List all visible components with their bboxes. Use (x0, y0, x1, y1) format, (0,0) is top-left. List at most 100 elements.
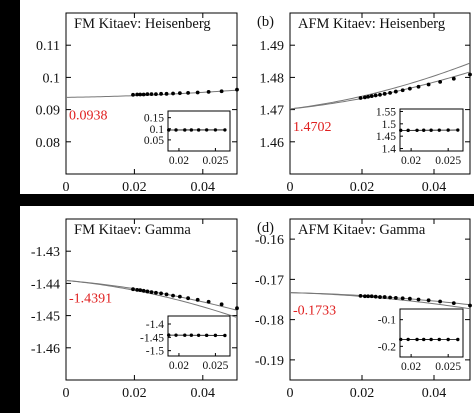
data-point (138, 92, 143, 97)
inset-data-point (213, 128, 218, 132)
data-point (186, 90, 190, 95)
inset-data-point (196, 128, 201, 132)
inset-data-point (422, 337, 426, 342)
x-tick-label: 0.04 (191, 386, 216, 401)
inset-data-point (174, 128, 178, 132)
data-point (154, 92, 158, 97)
extrapolated-value-label: 0.0938 (69, 108, 108, 123)
inset-y-tick-label: -1.5 (146, 346, 164, 358)
data-point (186, 296, 190, 301)
extrapolated-value-label: -0.1733 (293, 304, 336, 319)
data-point (451, 301, 456, 306)
inset-data-point (399, 337, 403, 342)
data-point (362, 294, 367, 299)
inset-data-point (196, 333, 201, 337)
x-tick-label: 0.02 (350, 386, 375, 401)
y-tick-label: 0.11 (36, 39, 60, 54)
data-point (388, 90, 392, 95)
data-point (362, 95, 367, 100)
extrapolated-value-label: 1.4702 (293, 120, 332, 135)
data-point (426, 82, 431, 87)
inset-d: 0.02 0.025 -0.2 -0.1 (378, 308, 464, 373)
x-tick-label: 0.04 (422, 386, 447, 401)
x-tick-label: 0 (63, 180, 70, 195)
inset-data-point (167, 333, 171, 337)
left-black-band (0, 0, 20, 413)
data-point (195, 297, 200, 302)
inset-c: 0.02 0.025 -1.5 -1.45-1.4 (140, 315, 231, 372)
panel-c: 0 0.02 0.04 -1.46 -1.45 -1.44 -1.43 FM Kitaev: … (31, 218, 239, 401)
data-point (369, 94, 374, 98)
data-point (206, 299, 211, 304)
axes-frame (289, 218, 471, 381)
y-tick-label: 0.08 (36, 136, 61, 151)
y-tick-label: -0.18 (255, 314, 284, 329)
inset-data-point (446, 337, 450, 342)
data-point (219, 302, 224, 307)
y-tick-label: -1.45 (31, 310, 60, 325)
y-tick-label: 1.47 (260, 104, 285, 119)
data-point (373, 93, 378, 98)
x-tick-label: 0.02 (122, 180, 147, 195)
data-point (177, 294, 182, 299)
data-point (393, 89, 398, 94)
data-point (468, 72, 472, 77)
data-point (159, 91, 163, 96)
inset-x-tick-label: 0.02 (401, 155, 421, 167)
data-point (358, 96, 363, 100)
inset-data-point (429, 337, 433, 342)
data-point (378, 295, 382, 299)
x-tick-label: 0.04 (191, 180, 216, 195)
data-point (438, 299, 443, 304)
panel-title: AFM Kitaev: Gamma (298, 222, 426, 238)
inset-data-point (422, 128, 426, 132)
data-point (382, 295, 387, 299)
inset-x-tick-label: 0.025 (435, 155, 461, 167)
x-tick-label: 0.04 (422, 180, 447, 195)
inset-data-point (456, 128, 460, 132)
panel-a: 0 0.02 0.04 0.08 0.09 0.1 0.11 FM Kitaev: Heise… (36, 12, 239, 195)
y-tick-label: 1.49 (260, 39, 285, 54)
data-point (468, 303, 472, 308)
data-point (154, 290, 158, 295)
inset-data-point (406, 128, 410, 133)
inset-x-tick-label: 0.02 (169, 360, 189, 372)
inset-y-tick-label: 0.15 (144, 113, 164, 125)
data-point (366, 294, 371, 299)
x-tick-label: 0 (287, 180, 294, 195)
inset-data-point (415, 128, 419, 132)
inset-data-point (437, 128, 441, 132)
data-point (141, 288, 146, 293)
panel-title: FM Kitaev: Gamma (74, 222, 191, 238)
inset-y-tick-label: -1.4 (146, 319, 164, 331)
inset-x-tick-label: 0.025 (202, 155, 228, 167)
inset-data-point (167, 128, 171, 132)
inset-x-tick-label: 0.02 (169, 155, 189, 167)
data-point (407, 296, 412, 301)
y-tick-label: 0.1 (43, 71, 61, 86)
inset-y-tick-label: -0.2 (378, 341, 396, 353)
panel-letter: (d) (257, 220, 274, 236)
inset-data-point (437, 337, 441, 342)
data-point (393, 295, 398, 300)
y-tick-label: 1.46 (260, 136, 285, 151)
inset-data-point (183, 128, 187, 132)
x-tick-label: 0.02 (350, 180, 375, 195)
data-point (219, 89, 224, 94)
inset-data-point (456, 337, 460, 342)
inset-y-tick-label: 1.4 (382, 144, 397, 156)
panel-d: 0 0.02 0.04 -0.19 -0.18 -0.17 -0.16(d) AFM Kita… (255, 218, 472, 401)
y-tick-label: 0.09 (36, 104, 61, 119)
inset-y-tick-label: 1.5 (382, 119, 397, 131)
inset-y-tick-label: -0.1 (378, 315, 396, 327)
inset-frame (399, 308, 464, 358)
data-point (159, 291, 163, 296)
y-tick-label: -1.46 (31, 342, 60, 357)
axes-frame (65, 12, 238, 175)
data-point (400, 296, 405, 301)
inset-data-point (406, 337, 410, 342)
inset-y-tick-label: 1.55 (376, 106, 396, 118)
inset-data-point (204, 333, 209, 338)
panels: 0 0.02 0.04 0.08 0.09 0.1 0.11 FM Kitaev: Heise… (31, 12, 472, 401)
